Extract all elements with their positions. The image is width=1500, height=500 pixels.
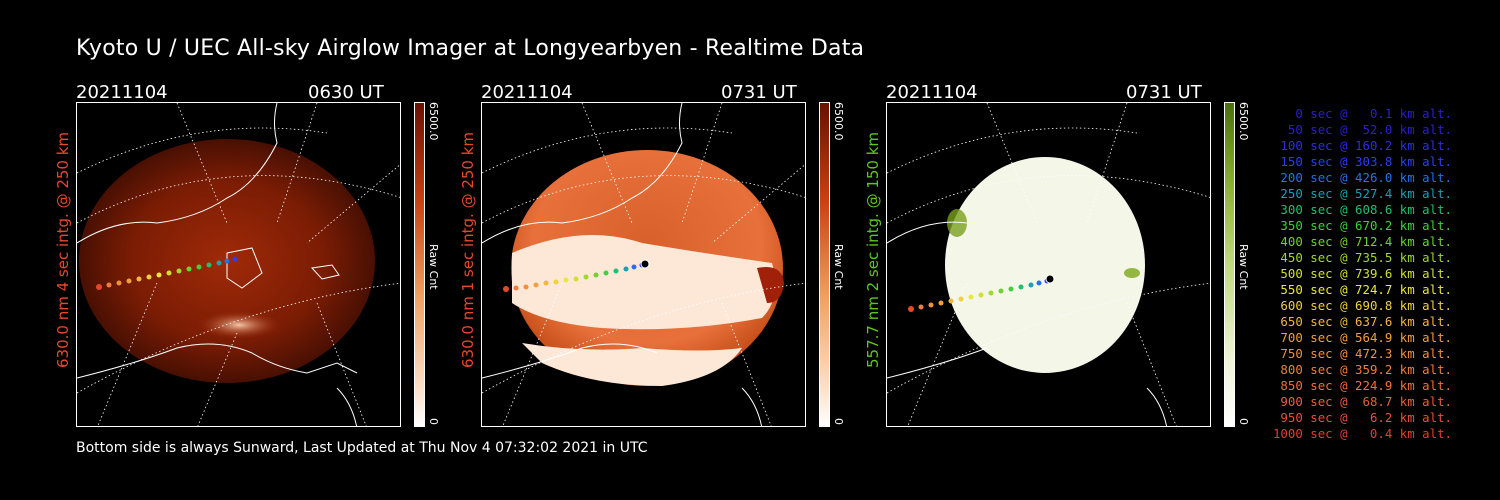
panel-date: 20211104 bbox=[886, 82, 978, 103]
panel-time: 0731 UT bbox=[1126, 82, 1202, 103]
allsky-image bbox=[76, 102, 401, 427]
colorbar-max: 6500.0 bbox=[832, 102, 845, 141]
colorbar-unit: Raw Cnt bbox=[1237, 244, 1250, 290]
legend-row: 1000 sec @ 0.4 km alt. bbox=[1272, 426, 1452, 441]
colorbar-unit: Raw Cnt bbox=[427, 244, 440, 290]
trajectory-dots bbox=[503, 259, 650, 292]
colorbar-unit: Raw Cnt bbox=[832, 244, 845, 290]
legend-row: 150 sec @ 303.8 km alt. bbox=[1280, 154, 1452, 169]
aurora-brightening bbox=[197, 311, 281, 339]
green-edge-patch bbox=[947, 209, 967, 237]
colorbar bbox=[414, 102, 425, 427]
lat-lon-grid bbox=[887, 103, 1210, 426]
legend-row: 800 sec @ 359.2 km alt. bbox=[1280, 362, 1452, 377]
legend-row: 850 sec @ 224.9 km alt. bbox=[1280, 378, 1452, 393]
legend-row: 750 sec @ 472.3 km alt. bbox=[1280, 346, 1452, 361]
colorbar bbox=[1224, 102, 1235, 427]
colorbar-max: 6500.0 bbox=[427, 102, 440, 141]
legend-row: 200 sec @ 426.0 km alt. bbox=[1280, 170, 1452, 185]
legend-row: 900 sec @ 68.7 km alt. bbox=[1280, 394, 1452, 409]
trajectory-dots bbox=[96, 256, 238, 290]
panel-date: 20211104 bbox=[481, 82, 573, 103]
legend-row: 50 sec @ 52.0 km alt. bbox=[1287, 122, 1452, 137]
saturated-region bbox=[512, 235, 776, 330]
legend-row: 500 sec @ 739.6 km alt. bbox=[1280, 266, 1452, 281]
panel-date: 20211104 bbox=[76, 82, 168, 103]
airglow-disk bbox=[945, 157, 1145, 373]
allsky-image bbox=[481, 102, 806, 427]
legend-row: 250 sec @ 527.4 km alt. bbox=[1280, 186, 1452, 201]
coastlines bbox=[887, 221, 1168, 426]
legend-row: 950 sec @ 6.2 km alt. bbox=[1280, 410, 1452, 425]
legend-row: 550 sec @ 724.7 km alt. bbox=[1280, 282, 1452, 297]
page-title: Kyoto U / UEC All-sky Airglow Imager at … bbox=[76, 36, 865, 61]
legend-row: 400 sec @ 712.4 km alt. bbox=[1280, 234, 1452, 249]
trajectory-dots bbox=[908, 274, 1055, 312]
altitude-legend: 0 sec @ 0.1 km alt. 50 sec @ 52.0 km alt.… bbox=[1262, 106, 1452, 442]
legend-row: 700 sec @ 564.9 km alt. bbox=[1280, 330, 1452, 345]
legend-row: 0 sec @ 0.1 km alt. bbox=[1295, 106, 1452, 121]
allsky-image bbox=[886, 102, 1211, 427]
colorbar-min: 0 bbox=[1237, 418, 1250, 425]
coastlines bbox=[482, 103, 763, 426]
legend-row: 450 sec @ 735.5 km alt. bbox=[1280, 250, 1452, 265]
colorbar-max: 6500.0 bbox=[1237, 102, 1250, 141]
panel-time: 0731 UT bbox=[721, 82, 797, 103]
green-edge-patch-2 bbox=[1124, 268, 1140, 278]
legend-row: 600 sec @ 690.8 km alt. bbox=[1280, 298, 1452, 313]
colorbar-min: 0 bbox=[832, 418, 845, 425]
coastlines bbox=[77, 103, 358, 426]
panel-time: 0630 UT bbox=[308, 82, 384, 103]
panel-wavelength-label: 557.7 nm 2 sec intg. @ 150 km bbox=[864, 131, 882, 368]
colorbar-min: 0 bbox=[427, 418, 440, 425]
legend-row: 100 sec @ 160.2 km alt. bbox=[1280, 138, 1452, 153]
legend-row: 650 sec @ 637.6 km alt. bbox=[1280, 314, 1452, 329]
legend-row: 300 sec @ 608.6 km alt. bbox=[1280, 202, 1452, 217]
panel-wavelength-label: 630.0 nm 1 sec intg. @ 250 km bbox=[459, 131, 477, 368]
colorbar bbox=[819, 102, 830, 427]
dark-patch bbox=[757, 267, 784, 303]
saturated-region-lower bbox=[522, 343, 742, 386]
legend-row: 350 sec @ 670.2 km alt. bbox=[1280, 218, 1452, 233]
panel-wavelength-label: 630.0 nm 4 sec intg. @ 250 km bbox=[54, 131, 72, 368]
footer-note: Bottom side is always Sunward, Last Upda… bbox=[76, 440, 648, 456]
